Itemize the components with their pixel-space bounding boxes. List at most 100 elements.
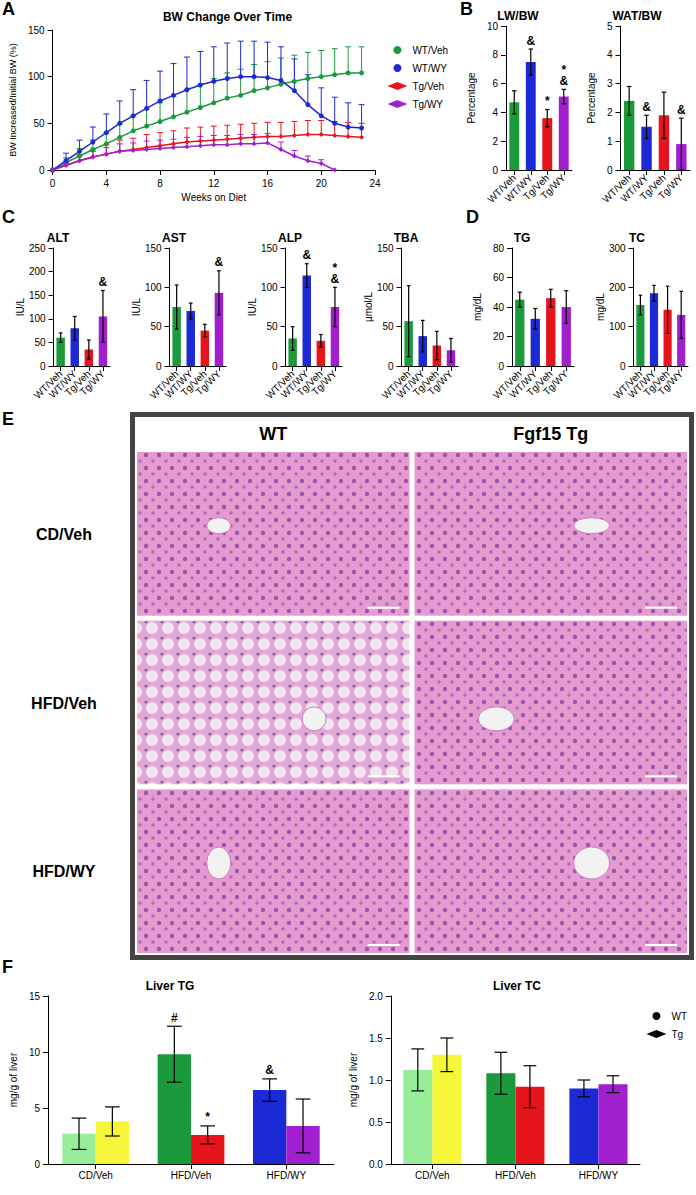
svg-text:100: 100: [261, 282, 278, 293]
svg-text:0.5: 0.5: [369, 1117, 383, 1128]
svg-text:Tg/WY: Tg/WY: [412, 99, 443, 110]
svg-text:20: 20: [316, 178, 328, 189]
svg-text:0: 0: [34, 1159, 40, 1170]
svg-text:μmol/L: μmol/L: [363, 291, 374, 322]
svg-text:150: 150: [261, 243, 278, 254]
svg-text:100: 100: [377, 282, 394, 293]
svg-text:0: 0: [492, 165, 498, 176]
svg-text:2: 2: [492, 136, 498, 147]
svg-text:4: 4: [492, 107, 498, 118]
svg-text:150: 150: [29, 290, 46, 301]
svg-text:Tg/WY: Tg/WY: [656, 368, 686, 398]
svg-text:IU/L: IU/L: [247, 297, 258, 316]
svg-text:1: 1: [607, 136, 613, 147]
svg-text:0: 0: [50, 178, 56, 189]
svg-text:Liver TG: Liver TG: [146, 979, 195, 993]
svg-text:1.0: 1.0: [369, 1075, 383, 1086]
svg-text:AST: AST: [162, 231, 187, 245]
svg-text:50: 50: [150, 321, 162, 332]
svg-text:6: 6: [492, 78, 498, 89]
svg-text:Liver TC: Liver TC: [493, 979, 541, 993]
svg-text:&: &: [99, 275, 108, 289]
svg-text:0: 0: [607, 165, 613, 176]
svg-text:200: 200: [609, 282, 626, 293]
svg-text:150: 150: [28, 25, 45, 36]
svg-text:WT/Veh: WT/Veh: [412, 45, 448, 56]
svg-text:0: 0: [39, 165, 45, 176]
svg-text:0: 0: [620, 361, 626, 372]
svg-text:BW Increased/Initial BW (%): BW Increased/Initial BW (%): [8, 43, 18, 157]
svg-text:300: 300: [609, 243, 626, 254]
svg-text:HFD/WY: HFD/WY: [267, 1170, 307, 1181]
svg-text:2.0: 2.0: [369, 991, 383, 1002]
svg-text:&: &: [265, 1063, 274, 1077]
svg-text:0.0: 0.0: [369, 1159, 383, 1170]
svg-text:HFD/Veh: HFD/Veh: [31, 695, 97, 712]
svg-text:TBA: TBA: [394, 231, 419, 245]
svg-text:mg/dL: mg/dL: [472, 293, 483, 321]
svg-text:TC: TC: [629, 231, 645, 245]
svg-text:WT/WY: WT/WY: [412, 63, 447, 74]
svg-text:Tg/WY: Tg/WY: [425, 368, 455, 398]
svg-text:ALT: ALT: [47, 231, 70, 245]
svg-text:100: 100: [28, 71, 45, 82]
svg-text:&: &: [677, 103, 686, 117]
svg-text:CD/Veh: CD/Veh: [36, 526, 92, 543]
svg-text:Percentage: Percentage: [586, 72, 597, 124]
svg-text:WT: WT: [671, 1011, 687, 1022]
svg-text:100: 100: [609, 321, 626, 332]
svg-text:Tg/WY: Tg/WY: [77, 368, 107, 398]
svg-text:250: 250: [29, 243, 46, 254]
svg-text:50: 50: [266, 321, 278, 332]
svg-text:CD/Veh: CD/Veh: [78, 1170, 112, 1181]
svg-text:150: 150: [145, 243, 162, 254]
svg-text:Tg/Veh: Tg/Veh: [412, 81, 444, 92]
svg-text:50: 50: [33, 118, 45, 129]
svg-text:#: #: [171, 1011, 178, 1025]
svg-text:IU/L: IU/L: [131, 297, 142, 316]
svg-text:ALP: ALP: [278, 231, 302, 245]
svg-text:50: 50: [34, 337, 46, 348]
svg-text:8: 8: [157, 178, 163, 189]
svg-text:200: 200: [29, 266, 46, 277]
svg-text:Percentage: Percentage: [466, 72, 477, 124]
svg-text:3: 3: [607, 78, 613, 89]
svg-text:Tg/WY: Tg/WY: [656, 172, 686, 202]
svg-text:Tg/WY: Tg/WY: [193, 368, 223, 398]
svg-text:20: 20: [493, 331, 505, 342]
svg-text:&: &: [302, 248, 311, 262]
svg-text:&: &: [215, 255, 224, 269]
svg-text:Tg/WY: Tg/WY: [538, 172, 568, 202]
svg-text:0: 0: [156, 361, 162, 372]
svg-text:mg/g of liver: mg/g of liver: [348, 1052, 359, 1107]
svg-text:HFD/Veh: HFD/Veh: [495, 1170, 536, 1181]
svg-text:15: 15: [29, 991, 41, 1002]
svg-text:BW Change Over Time: BW Change Over Time: [163, 10, 292, 24]
svg-text:50: 50: [382, 321, 394, 332]
svg-text:40: 40: [493, 302, 505, 313]
svg-text:0: 0: [272, 361, 278, 372]
svg-text:Tg/WY: Tg/WY: [309, 368, 339, 398]
svg-text:12: 12: [208, 178, 220, 189]
svg-text:LW/BW: LW/BW: [497, 9, 539, 23]
svg-text:HFD/WY: HFD/WY: [579, 1170, 619, 1181]
svg-text:IU/L: IU/L: [15, 297, 26, 316]
svg-text:8: 8: [492, 49, 498, 60]
svg-text:WAT/BW: WAT/BW: [612, 9, 662, 23]
svg-text:CD/Veh: CD/Veh: [415, 1170, 449, 1181]
svg-text:1.5: 1.5: [369, 1033, 383, 1044]
svg-text:mg/dL: mg/dL: [595, 293, 606, 321]
svg-text:80: 80: [493, 243, 505, 254]
svg-text:10: 10: [29, 1047, 41, 1058]
svg-text:*: *: [545, 94, 550, 108]
svg-text:Fgf15 Tg: Fgf15 Tg: [513, 424, 588, 444]
svg-text:100: 100: [145, 282, 162, 293]
svg-text:&: &: [331, 272, 340, 286]
svg-text:Tg/WY: Tg/WY: [541, 368, 571, 398]
svg-text:&: &: [559, 74, 568, 88]
svg-text:&: &: [642, 100, 651, 114]
svg-text:100: 100: [29, 313, 46, 324]
svg-text:*: *: [205, 1110, 210, 1124]
svg-text:TG: TG: [514, 231, 531, 245]
svg-text:Weeks on Diet: Weeks on Diet: [181, 192, 246, 203]
